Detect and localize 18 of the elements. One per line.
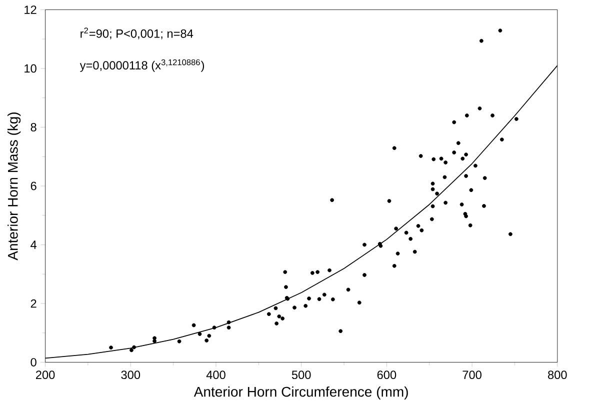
x-tick-label: 400 [206, 370, 226, 379]
x-axis-title: Anterior Horn Circumference (mm) [194, 386, 408, 400]
annotation: r$^{2}$=90; P<0,001; n=84 [80, 27, 194, 40]
x-tick-label: 800 [548, 370, 567, 379]
y-axis-title: Anterior Horn Mass (kg) [8, 112, 21, 260]
y-tick-label: 12 [24, 5, 36, 14]
x-tick-label: 700 [462, 370, 482, 379]
y-tick-label: 0 [30, 358, 36, 366]
x-tick-label: 600 [377, 370, 396, 379]
y-tick-label: 6 [30, 182, 36, 190]
y-tick-label: 4 [30, 240, 37, 249]
y-tick-label: 2 [30, 299, 36, 308]
annotation: y=0,0000118 (x$^{3,1210886}$) [80, 59, 204, 72]
y-tick-label: 8 [30, 122, 36, 132]
x-tick-label: 200 [36, 370, 55, 379]
x-tick-label: 300 [121, 370, 140, 379]
x-tick-label: 500 [292, 370, 311, 379]
y-tick-label: 10 [24, 64, 36, 72]
